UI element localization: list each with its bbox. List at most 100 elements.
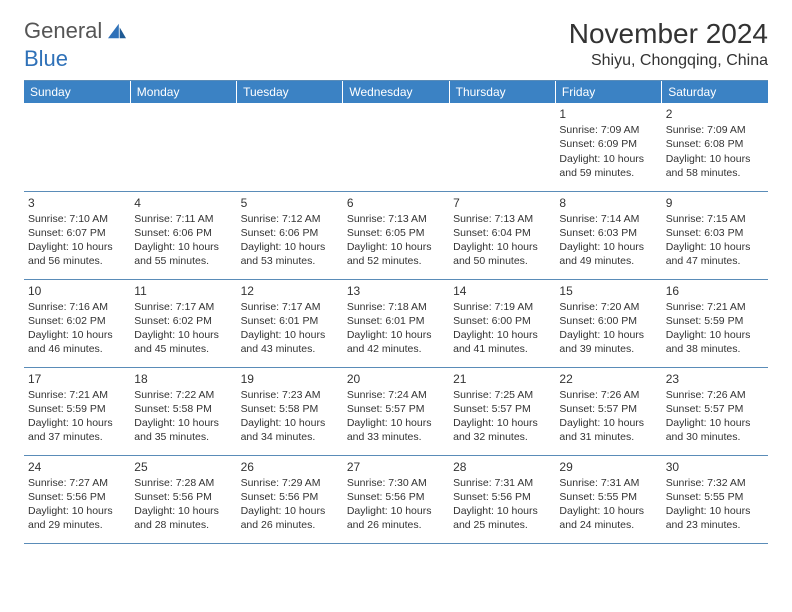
- day-details: Sunrise: 7:13 AMSunset: 6:05 PMDaylight:…: [347, 212, 445, 269]
- day-details: Sunrise: 7:10 AMSunset: 6:07 PMDaylight:…: [28, 212, 126, 269]
- calendar-row: 10Sunrise: 7:16 AMSunset: 6:02 PMDayligh…: [24, 279, 768, 367]
- day-number: 26: [241, 459, 339, 475]
- day-details: Sunrise: 7:23 AMSunset: 5:58 PMDaylight:…: [241, 388, 339, 445]
- day-cell: 13Sunrise: 7:18 AMSunset: 6:01 PMDayligh…: [343, 279, 449, 367]
- day-details: Sunrise: 7:21 AMSunset: 5:59 PMDaylight:…: [28, 388, 126, 445]
- day-cell: 8Sunrise: 7:14 AMSunset: 6:03 PMDaylight…: [555, 191, 661, 279]
- day-details: Sunrise: 7:15 AMSunset: 6:03 PMDaylight:…: [666, 212, 764, 269]
- day-number: 16: [666, 283, 764, 299]
- day-details: Sunrise: 7:12 AMSunset: 6:06 PMDaylight:…: [241, 212, 339, 269]
- calendar-row: 17Sunrise: 7:21 AMSunset: 5:59 PMDayligh…: [24, 367, 768, 455]
- day-cell: 4Sunrise: 7:11 AMSunset: 6:06 PMDaylight…: [130, 191, 236, 279]
- logo-word2-wrap: Blue: [24, 46, 68, 72]
- location-text: Shiyu, Chongqing, China: [569, 52, 768, 70]
- day-cell: 7Sunrise: 7:13 AMSunset: 6:04 PMDaylight…: [449, 191, 555, 279]
- day-cell: 16Sunrise: 7:21 AMSunset: 5:59 PMDayligh…: [662, 279, 768, 367]
- day-number: 19: [241, 371, 339, 387]
- day-details: Sunrise: 7:26 AMSunset: 5:57 PMDaylight:…: [559, 388, 657, 445]
- day-details: Sunrise: 7:09 AMSunset: 6:09 PMDaylight:…: [559, 123, 657, 180]
- day-number: 30: [666, 459, 764, 475]
- weekday-header: Friday: [555, 81, 661, 103]
- day-details: Sunrise: 7:30 AMSunset: 5:56 PMDaylight:…: [347, 476, 445, 533]
- weekday-header: Wednesday: [343, 81, 449, 103]
- day-cell: 15Sunrise: 7:20 AMSunset: 6:00 PMDayligh…: [555, 279, 661, 367]
- empty-cell: [237, 103, 343, 191]
- day-details: Sunrise: 7:19 AMSunset: 6:00 PMDaylight:…: [453, 300, 551, 357]
- day-cell: 1Sunrise: 7:09 AMSunset: 6:09 PMDaylight…: [555, 103, 661, 191]
- day-details: Sunrise: 7:17 AMSunset: 6:02 PMDaylight:…: [134, 300, 232, 357]
- calendar-head: SundayMondayTuesdayWednesdayThursdayFrid…: [24, 81, 768, 103]
- day-number: 23: [666, 371, 764, 387]
- day-details: Sunrise: 7:29 AMSunset: 5:56 PMDaylight:…: [241, 476, 339, 533]
- logo: General: [24, 18, 130, 44]
- day-details: Sunrise: 7:16 AMSunset: 6:02 PMDaylight:…: [28, 300, 126, 357]
- day-cell: 12Sunrise: 7:17 AMSunset: 6:01 PMDayligh…: [237, 279, 343, 367]
- sail-icon: [106, 22, 128, 40]
- day-cell: 3Sunrise: 7:10 AMSunset: 6:07 PMDaylight…: [24, 191, 130, 279]
- day-cell: 24Sunrise: 7:27 AMSunset: 5:56 PMDayligh…: [24, 455, 130, 543]
- day-details: Sunrise: 7:17 AMSunset: 6:01 PMDaylight:…: [241, 300, 339, 357]
- empty-cell: [449, 103, 555, 191]
- day-details: Sunrise: 7:22 AMSunset: 5:58 PMDaylight:…: [134, 388, 232, 445]
- weekday-header: Monday: [130, 81, 236, 103]
- logo-word1: General: [24, 18, 102, 44]
- day-details: Sunrise: 7:25 AMSunset: 5:57 PMDaylight:…: [453, 388, 551, 445]
- day-number: 3: [28, 195, 126, 211]
- day-details: Sunrise: 7:31 AMSunset: 5:56 PMDaylight:…: [453, 476, 551, 533]
- day-number: 21: [453, 371, 551, 387]
- day-cell: 29Sunrise: 7:31 AMSunset: 5:55 PMDayligh…: [555, 455, 661, 543]
- day-cell: 23Sunrise: 7:26 AMSunset: 5:57 PMDayligh…: [662, 367, 768, 455]
- day-number: 14: [453, 283, 551, 299]
- day-number: 4: [134, 195, 232, 211]
- empty-cell: [130, 103, 236, 191]
- day-cell: 2Sunrise: 7:09 AMSunset: 6:08 PMDaylight…: [662, 103, 768, 191]
- day-cell: 18Sunrise: 7:22 AMSunset: 5:58 PMDayligh…: [130, 367, 236, 455]
- day-details: Sunrise: 7:20 AMSunset: 6:00 PMDaylight:…: [559, 300, 657, 357]
- day-cell: 14Sunrise: 7:19 AMSunset: 6:00 PMDayligh…: [449, 279, 555, 367]
- day-number: 20: [347, 371, 445, 387]
- day-cell: 9Sunrise: 7:15 AMSunset: 6:03 PMDaylight…: [662, 191, 768, 279]
- day-number: 22: [559, 371, 657, 387]
- calendar-row: 24Sunrise: 7:27 AMSunset: 5:56 PMDayligh…: [24, 455, 768, 543]
- day-number: 5: [241, 195, 339, 211]
- day-number: 1: [559, 106, 657, 122]
- day-cell: 17Sunrise: 7:21 AMSunset: 5:59 PMDayligh…: [24, 367, 130, 455]
- weekday-header: Saturday: [662, 81, 768, 103]
- weekday-header: Thursday: [449, 81, 555, 103]
- day-number: 18: [134, 371, 232, 387]
- day-cell: 25Sunrise: 7:28 AMSunset: 5:56 PMDayligh…: [130, 455, 236, 543]
- day-cell: 28Sunrise: 7:31 AMSunset: 5:56 PMDayligh…: [449, 455, 555, 543]
- day-cell: 6Sunrise: 7:13 AMSunset: 6:05 PMDaylight…: [343, 191, 449, 279]
- day-details: Sunrise: 7:27 AMSunset: 5:56 PMDaylight:…: [28, 476, 126, 533]
- day-details: Sunrise: 7:32 AMSunset: 5:55 PMDaylight:…: [666, 476, 764, 533]
- day-details: Sunrise: 7:13 AMSunset: 6:04 PMDaylight:…: [453, 212, 551, 269]
- day-number: 29: [559, 459, 657, 475]
- calendar-table: SundayMondayTuesdayWednesdayThursdayFrid…: [24, 81, 768, 544]
- day-number: 7: [453, 195, 551, 211]
- day-cell: 27Sunrise: 7:30 AMSunset: 5:56 PMDayligh…: [343, 455, 449, 543]
- day-number: 15: [559, 283, 657, 299]
- day-number: 24: [28, 459, 126, 475]
- day-number: 2: [666, 106, 764, 122]
- day-details: Sunrise: 7:18 AMSunset: 6:01 PMDaylight:…: [347, 300, 445, 357]
- day-details: Sunrise: 7:21 AMSunset: 5:59 PMDaylight:…: [666, 300, 764, 357]
- day-number: 27: [347, 459, 445, 475]
- day-number: 28: [453, 459, 551, 475]
- day-cell: 5Sunrise: 7:12 AMSunset: 6:06 PMDaylight…: [237, 191, 343, 279]
- day-cell: 22Sunrise: 7:26 AMSunset: 5:57 PMDayligh…: [555, 367, 661, 455]
- day-details: Sunrise: 7:28 AMSunset: 5:56 PMDaylight:…: [134, 476, 232, 533]
- day-number: 25: [134, 459, 232, 475]
- page-header: General November 2024 Shiyu, Chongqing, …: [24, 18, 768, 70]
- calendar-row: 1Sunrise: 7:09 AMSunset: 6:09 PMDaylight…: [24, 103, 768, 191]
- day-cell: 20Sunrise: 7:24 AMSunset: 5:57 PMDayligh…: [343, 367, 449, 455]
- day-number: 9: [666, 195, 764, 211]
- day-number: 11: [134, 283, 232, 299]
- day-number: 6: [347, 195, 445, 211]
- day-number: 13: [347, 283, 445, 299]
- day-details: Sunrise: 7:09 AMSunset: 6:08 PMDaylight:…: [666, 123, 764, 180]
- calendar-row: 3Sunrise: 7:10 AMSunset: 6:07 PMDaylight…: [24, 191, 768, 279]
- day-details: Sunrise: 7:31 AMSunset: 5:55 PMDaylight:…: [559, 476, 657, 533]
- day-cell: 26Sunrise: 7:29 AMSunset: 5:56 PMDayligh…: [237, 455, 343, 543]
- day-details: Sunrise: 7:14 AMSunset: 6:03 PMDaylight:…: [559, 212, 657, 269]
- month-title: November 2024: [569, 18, 768, 50]
